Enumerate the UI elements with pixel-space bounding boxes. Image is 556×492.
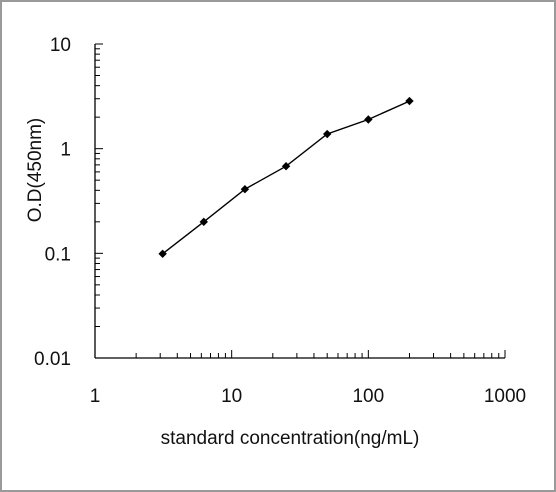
data-point <box>281 161 291 171</box>
x-tick-label: 100 <box>352 386 384 407</box>
y-tick-label: 0.1 <box>45 244 71 265</box>
data-point <box>322 129 332 139</box>
series-line <box>162 100 410 255</box>
y-axis-title: O.D(450nm) <box>25 118 46 223</box>
y-ticks <box>95 43 103 359</box>
data-point <box>240 184 250 194</box>
x-tick-label: 10 <box>221 386 242 407</box>
x-tick-label: 1000 <box>484 386 526 407</box>
data-point <box>199 217 208 227</box>
data-point <box>158 249 167 258</box>
data-point <box>405 96 414 106</box>
data-point <box>364 115 373 124</box>
y-tick-label: 0.01 <box>34 349 71 370</box>
x-axis-title: standard concentration(ng/mL) <box>161 428 420 449</box>
x-tick-label: 1 <box>90 386 101 407</box>
series <box>158 96 414 258</box>
x-ticks <box>94 350 506 358</box>
axes <box>94 44 505 359</box>
y-tick-label: 1 <box>60 140 71 161</box>
tick-labels: 1 10 100 1000 0.01 0.1 1 10 <box>34 35 526 407</box>
y-tick-label: 10 <box>50 35 71 56</box>
